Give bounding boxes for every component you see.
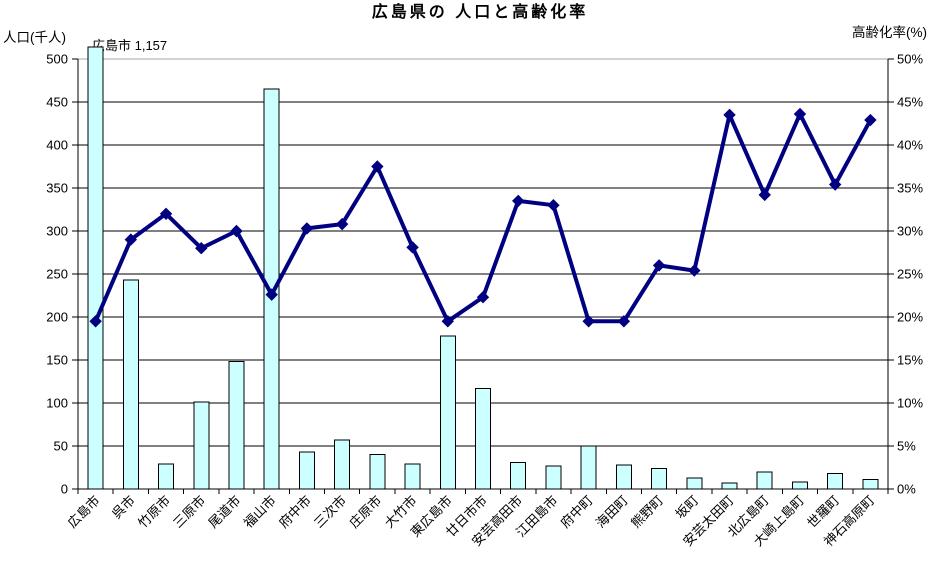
bar [369, 454, 386, 490]
right-tick-label: 25% [897, 267, 923, 282]
bar [827, 473, 844, 490]
right-tick-label: 40% [897, 138, 923, 153]
diamond-marker [265, 288, 278, 301]
category-label: 府中町 [558, 493, 596, 531]
bar [862, 479, 879, 490]
right-tick-label: 20% [897, 310, 923, 325]
category-label: 竹原市 [135, 493, 173, 531]
bar [756, 471, 773, 490]
bar [158, 463, 175, 490]
axis-lines [72, 58, 894, 494]
left-tick-label: 500 [46, 52, 68, 67]
category-label: 広島市 [65, 493, 103, 531]
category-label: 坂町 [672, 493, 701, 522]
bar [439, 335, 456, 490]
category-label: 呉市 [109, 493, 138, 522]
hiroshima-city-annotation: 広島市 1,157 [92, 38, 167, 53]
left-tick-label: 250 [46, 267, 68, 282]
diamond-marker [758, 188, 771, 202]
diamond-marker [89, 315, 102, 328]
left-tick-label: 50 [54, 439, 68, 454]
right-tick-label: 35% [897, 181, 923, 196]
left-tick-label: 0 [61, 482, 68, 497]
category-label: 庄原市 [346, 493, 384, 531]
diamond-marker [723, 108, 736, 122]
bar [475, 387, 491, 490]
right-tick-label: 10% [897, 396, 923, 411]
diamond-marker [828, 178, 842, 191]
diamond-marker [864, 113, 877, 127]
bar [193, 401, 210, 490]
diamond-marker [512, 194, 525, 208]
bar [122, 279, 139, 490]
left-tick-label: 300 [46, 224, 68, 239]
diamond-marker [124, 233, 138, 246]
category-label: 海田町 [593, 493, 631, 531]
diamond-marker [230, 224, 243, 238]
bar [87, 46, 104, 490]
category-label: 尾道市 [205, 493, 243, 531]
category-labels: 広島市 呉市竹原市三原市尾道市福山市府中市三次市庄原市大竹市東広島市廿日市市安芸高… [65, 493, 878, 550]
right-tick-label: 15% [897, 353, 923, 368]
left-tick-label: 450 [46, 95, 68, 110]
bar [651, 467, 668, 490]
left-tick-label: 150 [46, 353, 68, 368]
right-tick-label: 50% [897, 52, 923, 67]
diamond-marker [476, 291, 490, 304]
right-axis-unit-label: 高齢化率(%) [852, 24, 927, 40]
left-tick-label: 350 [46, 181, 68, 196]
category-label: 府中市 [276, 493, 314, 531]
left-axis-unit-label: 人口(千人) [3, 30, 66, 45]
bar [510, 461, 527, 490]
left-axis-tick-labels: 0 50 100 150 200 250 300 350 400 450 500 [46, 52, 68, 497]
population-bars [87, 46, 879, 490]
right-tick-label: 5% [897, 439, 916, 454]
bar [686, 477, 703, 490]
bar [615, 464, 632, 490]
diamond-marker [335, 217, 349, 231]
right-tick-label: 45% [897, 95, 923, 110]
bar [298, 451, 315, 490]
diamond-marker [582, 315, 595, 328]
diamond-marker [441, 315, 454, 328]
diamond-marker [159, 207, 173, 221]
diamond-marker [195, 241, 208, 255]
bar [404, 463, 421, 490]
left-tick-label: 100 [46, 396, 68, 411]
diamond-marker [652, 259, 666, 272]
right-tick-label: 0% [897, 482, 916, 497]
bar [545, 465, 562, 490]
bar [228, 361, 245, 490]
right-tick-label: 30% [897, 224, 923, 239]
diamond-marker [617, 315, 631, 328]
bar [721, 482, 738, 490]
diamond-marker [547, 198, 560, 212]
bar [791, 481, 808, 490]
left-tick-label: 400 [46, 138, 68, 153]
bar [580, 445, 597, 490]
chart-title: 広島県の 人口と高齢化率 [372, 2, 588, 21]
category-label: 福山市 [241, 493, 279, 531]
diamond-marker [688, 264, 701, 277]
right-axis-tick-labels: 0% 5% 10% 15% 20% 25% 30% 35% 40% 45% 50% [897, 52, 923, 497]
diamond-marker [300, 222, 314, 235]
diamond-marker [793, 107, 807, 121]
diamond-marker [371, 160, 384, 173]
category-label: 三次市 [311, 493, 349, 531]
aging-rate-markers [89, 107, 877, 328]
category-label: 熊野町 [628, 493, 666, 531]
left-tick-label: 200 [46, 310, 68, 325]
diamond-marker [406, 241, 419, 254]
category-label: 三原市 [170, 493, 208, 531]
bar [334, 439, 351, 490]
